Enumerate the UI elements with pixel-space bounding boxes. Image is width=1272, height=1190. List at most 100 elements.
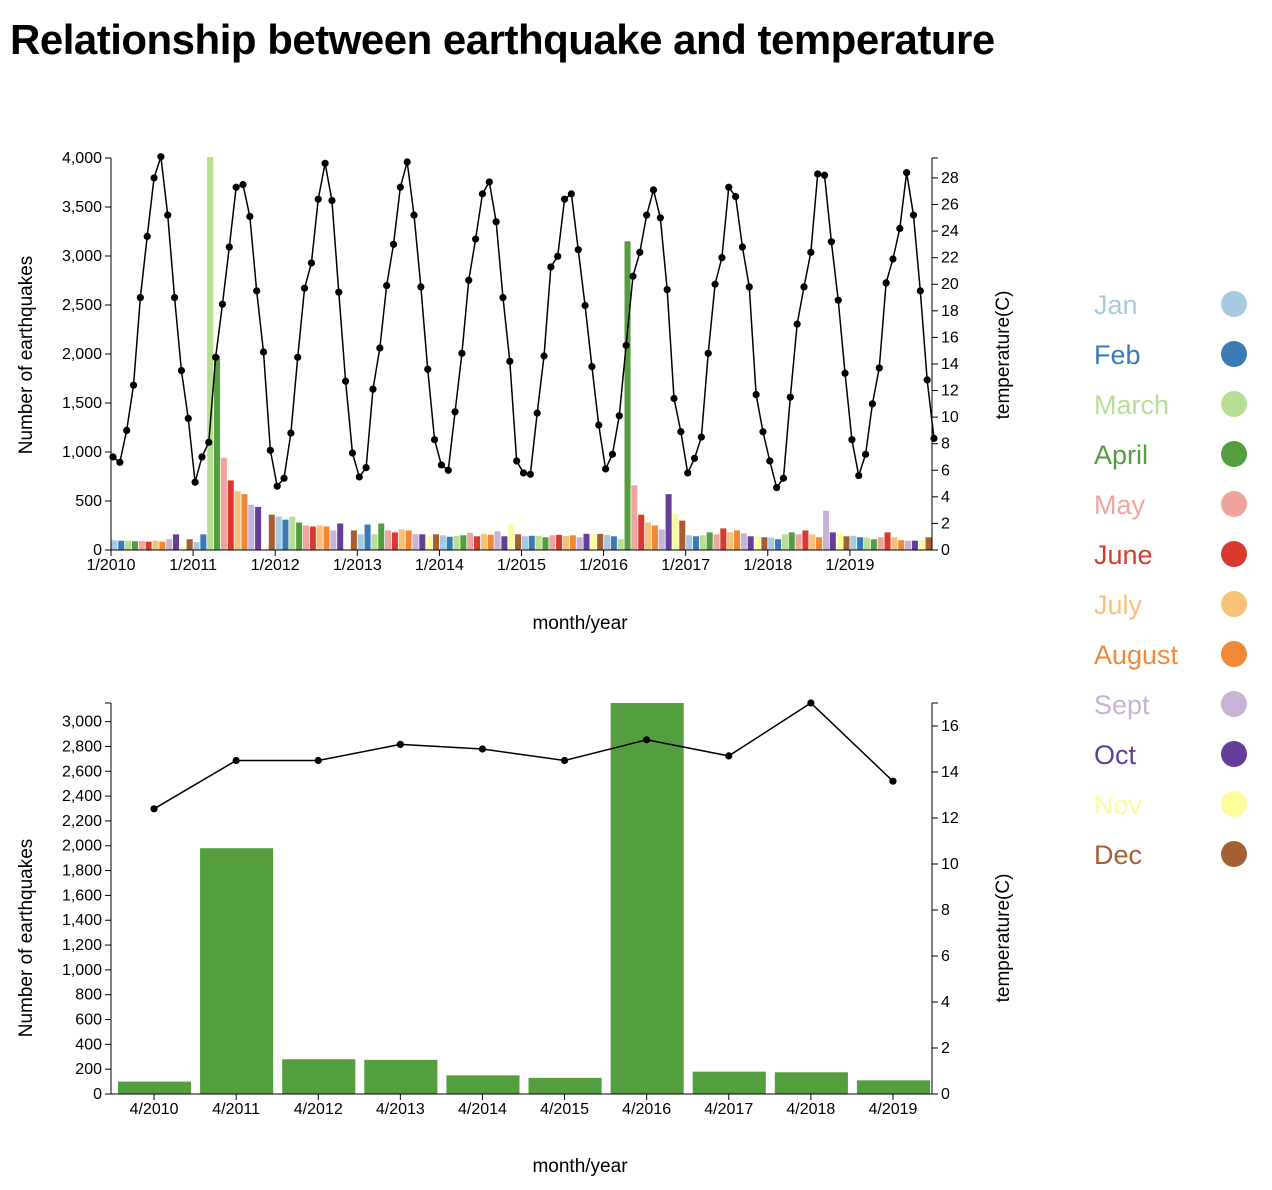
monthly-bar	[535, 535, 542, 550]
april-bar	[528, 1077, 602, 1094]
y2-tick-label: 28	[941, 170, 959, 187]
y-tick-label: 1,200	[62, 937, 102, 954]
legend-label: Sept	[1094, 690, 1150, 720]
x-tick-label: 4/2010	[130, 1101, 179, 1118]
temperature-point	[649, 186, 658, 194]
april-chart-axes: 0 200 400 600 800 1,000 1,200 1,400 1,600 1,800 2,…	[62, 702, 959, 1118]
monthly-bar	[692, 536, 699, 550]
temperature-point	[150, 805, 158, 813]
temperature-point	[738, 243, 747, 251]
monthly-bar	[207, 157, 214, 550]
chart2-y2-axis-title: temperature(C)	[993, 874, 1014, 1003]
temperature-point	[335, 288, 343, 296]
monthly-bar	[309, 526, 316, 550]
monthly-bar	[268, 514, 275, 550]
monthly-bar	[111, 540, 118, 550]
monthly-bar	[679, 520, 686, 550]
temperature-point	[232, 183, 240, 191]
monthly-bar	[645, 522, 652, 550]
temperature-point	[437, 461, 445, 469]
temperature-point	[129, 381, 138, 389]
y-tick-label: 1,800	[62, 863, 102, 880]
monthly-bar	[727, 532, 734, 550]
monthly-bar	[508, 524, 515, 550]
temperature-point	[273, 482, 281, 490]
y2-tick-label: 12	[941, 383, 959, 400]
legend-label: Nov	[1094, 790, 1143, 820]
temperature-point	[786, 393, 794, 401]
monthly-bar	[515, 534, 522, 550]
monthly-bar	[542, 537, 549, 550]
y2-tick-label: 12	[941, 810, 959, 827]
monthly-bar	[597, 533, 604, 550]
y2-tick-label: 2	[941, 515, 950, 532]
y2-tick-label: 16	[941, 329, 959, 346]
temperature-point	[636, 248, 644, 256]
temperature-point	[396, 183, 404, 191]
y-tick-label: 2,600	[62, 763, 102, 780]
monthly-chart-axes: 0 500 1,000 1,500 2,000 2,500 3,000 3,500 4,000 0…	[62, 150, 959, 574]
monthly-bar	[330, 530, 337, 550]
temperature-point	[123, 426, 131, 435]
temperature-point	[410, 211, 418, 219]
monthly-bar	[494, 531, 501, 550]
temperature-point	[170, 293, 179, 302]
temperature-point	[547, 263, 555, 271]
legend-swatch	[1221, 541, 1247, 567]
monthly-bar	[255, 506, 262, 550]
temperature-point	[212, 353, 220, 361]
temperature-point	[725, 183, 733, 191]
monthly-bar	[911, 540, 918, 550]
temperature-point	[704, 349, 712, 357]
monthly-bar	[145, 541, 152, 550]
x-tick-label: 1/2017	[661, 557, 710, 574]
monthly-bar	[843, 536, 850, 550]
x-tick-label: 4/2013	[376, 1101, 425, 1118]
temperature-point	[848, 436, 856, 444]
monthly-bar	[775, 539, 782, 550]
monthly-bar	[925, 537, 932, 550]
temperature-point	[177, 367, 186, 375]
temperature-point	[807, 699, 815, 707]
temperature-point	[205, 438, 213, 446]
monthly-bar	[795, 534, 802, 550]
legend-swatch	[1221, 741, 1247, 767]
y-tick-label: 1,000	[62, 444, 102, 461]
temperature-point	[909, 211, 918, 219]
temperature-point	[362, 464, 370, 472]
monthly-bar	[863, 537, 871, 550]
temperature-point	[116, 458, 124, 466]
temperature-point	[554, 252, 562, 260]
temperature-point	[478, 745, 487, 753]
monthly-bar	[118, 540, 125, 550]
temperature-point	[779, 474, 788, 482]
monthly-bar	[829, 532, 836, 550]
y2-tick-label: 0	[941, 1086, 950, 1103]
temperature-line	[112, 156, 935, 490]
temperature-point	[800, 283, 808, 291]
monthly-bar	[699, 535, 706, 550]
temperature-point	[259, 348, 268, 356]
temperature-point	[861, 450, 870, 458]
legend-swatch	[1221, 341, 1247, 367]
y-tick-label: 3,500	[62, 199, 102, 216]
x-tick-label: 4/2011	[212, 1101, 260, 1118]
temperature-point	[690, 454, 699, 462]
monthly-bar	[754, 536, 761, 550]
monthly-bar	[405, 530, 412, 550]
april-earthquake-bars	[118, 703, 930, 1094]
legend-swatch	[1221, 441, 1247, 467]
monthly-bar	[610, 536, 617, 550]
temperature-point	[136, 293, 144, 302]
monthly-bar	[604, 534, 611, 550]
temperature-point	[807, 248, 815, 256]
y2-tick-label: 0	[941, 542, 950, 559]
legend-swatch	[1221, 791, 1247, 817]
monthly-bar	[159, 541, 166, 550]
monthly-bar	[891, 537, 898, 550]
temperature-point	[820, 171, 829, 179]
y2-tick-label: 4	[941, 994, 950, 1011]
april-bar	[282, 1059, 356, 1094]
temperature-point	[889, 255, 897, 263]
monthly-bar	[549, 535, 556, 550]
